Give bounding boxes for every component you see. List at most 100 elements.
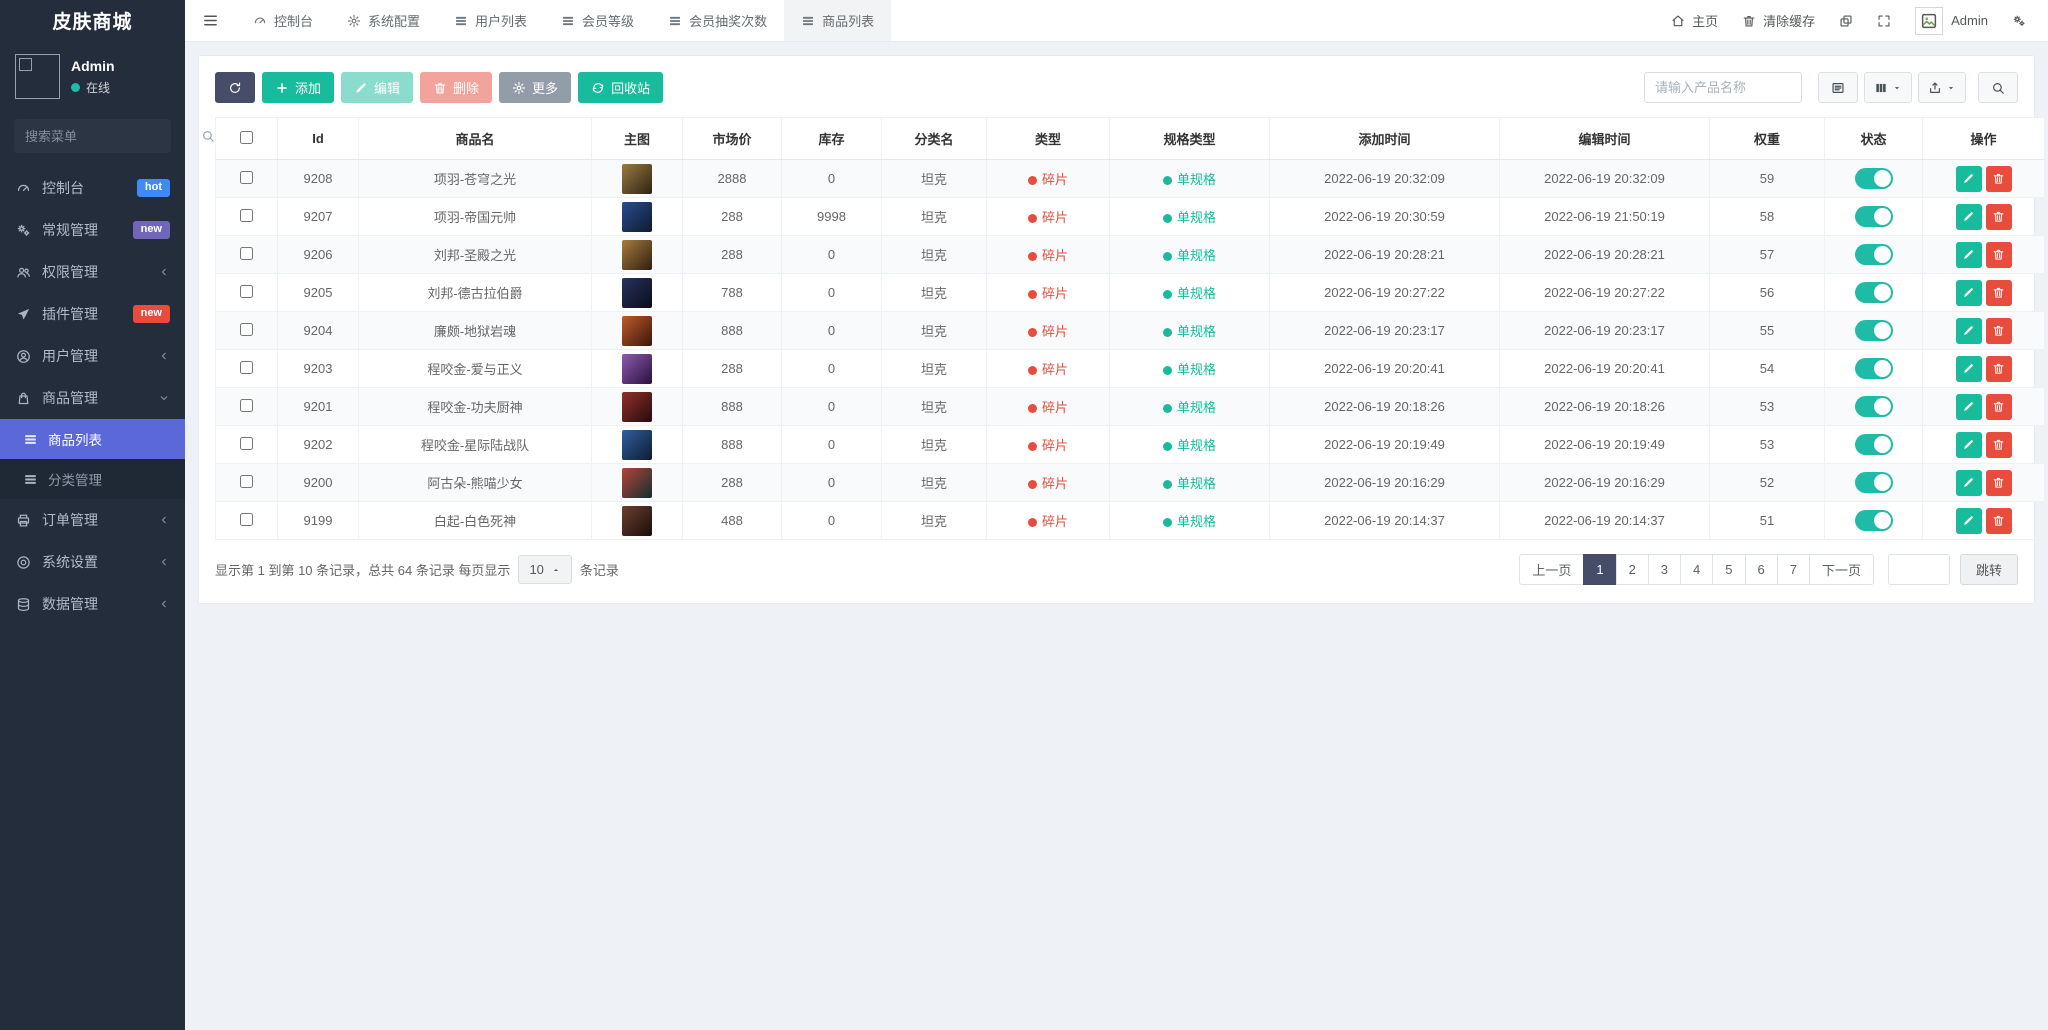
clear-cache-link[interactable]: 清除缓存 <box>1742 11 1815 30</box>
row-delete-button[interactable] <box>1985 279 2012 306</box>
page-3[interactable]: 3 <box>1647 554 1682 585</box>
select-all-checkbox[interactable] <box>240 130 253 144</box>
menu-toggle-icon[interactable] <box>185 0 236 41</box>
status-toggle[interactable] <box>1854 244 1893 265</box>
product-thumbnail[interactable] <box>622 429 652 460</box>
tab-user-list[interactable]: 用户列表 <box>437 0 544 41</box>
row-edit-button[interactable] <box>1955 279 1982 306</box>
product-thumbnail[interactable] <box>622 277 652 308</box>
row-checkbox[interactable] <box>240 170 253 184</box>
status-toggle[interactable] <box>1854 358 1893 379</box>
product-thumbnail[interactable] <box>622 239 652 270</box>
edit-button[interactable]: 编辑 <box>341 72 414 103</box>
page-size-select[interactable]: 10 <box>518 555 572 584</box>
page-jump-input[interactable] <box>1887 554 1950 585</box>
sidebar-item-data[interactable]: 数据管理 <box>0 583 185 625</box>
fullscreen-icon[interactable] <box>1877 14 1891 28</box>
row-checkbox[interactable] <box>240 208 253 222</box>
row-checkbox[interactable] <box>240 436 253 450</box>
row-edit-button[interactable] <box>1955 431 1982 458</box>
export-button[interactable] <box>1918 72 1966 103</box>
copy-icon[interactable] <box>1839 14 1853 28</box>
table-search-button[interactable] <box>1978 72 2018 103</box>
status-toggle[interactable] <box>1854 168 1893 189</box>
row-checkbox[interactable] <box>240 360 253 374</box>
row-edit-button[interactable] <box>1955 393 1982 420</box>
row-edit-button[interactable] <box>1955 317 1982 344</box>
tab-lottery-times[interactable]: 会员抽奖次数 <box>651 0 784 41</box>
row-delete-button[interactable] <box>1985 393 2012 420</box>
add-button[interactable]: 添加 <box>262 72 335 103</box>
row-delete-button[interactable] <box>1985 507 2012 534</box>
row-delete-button[interactable] <box>1985 203 2012 230</box>
row-checkbox[interactable] <box>240 246 253 260</box>
sidebar-item-addon[interactable]: 插件管理 new <box>0 293 185 335</box>
refresh-button[interactable] <box>215 72 255 103</box>
sidebar-item-general[interactable]: 常规管理 new <box>0 209 185 251</box>
sidebar-item-system[interactable]: 系统设置 <box>0 541 185 583</box>
row-edit-button[interactable] <box>1955 355 1982 382</box>
row-checkbox[interactable] <box>240 474 253 488</box>
row-checkbox[interactable] <box>240 398 253 412</box>
row-edit-button[interactable] <box>1955 241 1982 268</box>
page-4[interactable]: 4 <box>1680 554 1714 585</box>
product-thumbnail[interactable] <box>622 201 652 232</box>
product-thumbnail[interactable] <box>622 163 652 194</box>
row-delete-button[interactable] <box>1985 469 2012 496</box>
more-button[interactable]: 更多 <box>499 72 572 103</box>
sidebar-item-user[interactable]: 用户管理 <box>0 335 185 377</box>
page-2[interactable]: 2 <box>1615 554 1649 585</box>
page-jump-button[interactable]: 跳转 <box>1959 554 2018 585</box>
tab-console[interactable]: 控制台 <box>236 0 330 41</box>
page-prev[interactable]: 上一页 <box>1519 554 1585 585</box>
sidebar-item-console[interactable]: 控制台 hot <box>0 167 185 209</box>
sidebar-item-goods[interactable]: 商品管理 <box>0 377 185 419</box>
sidebar-item-category[interactable]: 分类管理 <box>0 459 185 499</box>
status-toggle[interactable] <box>1854 472 1893 493</box>
product-thumbnail[interactable] <box>622 505 652 536</box>
recyclebin-button[interactable]: 回收站 <box>578 72 664 103</box>
page-7[interactable]: 7 <box>1776 554 1810 585</box>
search-icon[interactable] <box>201 129 215 143</box>
row-checkbox[interactable] <box>240 512 253 526</box>
tab-goods-list[interactable]: 商品列表 <box>784 0 892 41</box>
sidebar-item-order[interactable]: 订单管理 <box>0 499 185 541</box>
status-toggle[interactable] <box>1854 282 1893 303</box>
product-search-input[interactable] <box>1644 72 1802 103</box>
row-edit-button[interactable] <box>1955 203 1982 230</box>
toggle-detail-button[interactable] <box>1818 72 1858 103</box>
sidebar-item-goods-list[interactable]: 商品列表 <box>0 419 185 459</box>
tab-config[interactable]: 系统配置 <box>330 0 437 41</box>
row-edit-button[interactable] <box>1955 469 1982 496</box>
columns-button[interactable] <box>1864 72 1912 103</box>
status-toggle[interactable] <box>1854 206 1893 227</box>
row-edit-button[interactable] <box>1955 165 1982 192</box>
row-delete-button[interactable] <box>1985 241 2012 268</box>
product-thumbnail[interactable] <box>622 353 652 384</box>
row-delete-button[interactable] <box>1985 165 2012 192</box>
sidebar-item-auth[interactable]: 权限管理 <box>0 251 185 293</box>
row-delete-button[interactable] <box>1985 431 2012 458</box>
row-checkbox[interactable] <box>240 322 253 336</box>
delete-button[interactable]: 删除 <box>420 72 493 103</box>
product-thumbnail[interactable] <box>622 391 652 422</box>
product-thumbnail[interactable] <box>622 315 652 346</box>
page-6[interactable]: 6 <box>1744 554 1778 585</box>
product-thumbnail[interactable] <box>622 467 652 498</box>
preferences-gears-icon[interactable] <box>2012 14 2026 28</box>
row-edit-button[interactable] <box>1955 507 1982 534</box>
status-toggle[interactable] <box>1854 434 1893 455</box>
status-toggle[interactable] <box>1854 396 1893 417</box>
row-delete-button[interactable] <box>1985 317 2012 344</box>
status-toggle[interactable] <box>1854 320 1893 341</box>
row-checkbox[interactable] <box>240 284 253 298</box>
sidebar-search-input[interactable] <box>25 128 201 144</box>
page-5[interactable]: 5 <box>1712 554 1746 585</box>
page-1[interactable]: 1 <box>1583 554 1617 585</box>
status-toggle[interactable] <box>1854 510 1893 531</box>
row-delete-button[interactable] <box>1985 355 2012 382</box>
tab-vip-level[interactable]: 会员等级 <box>544 0 651 41</box>
home-link[interactable]: 主页 <box>1671 11 1718 30</box>
page-next[interactable]: 下一页 <box>1808 554 1874 585</box>
admin-menu[interactable]: Admin <box>1915 6 1988 35</box>
